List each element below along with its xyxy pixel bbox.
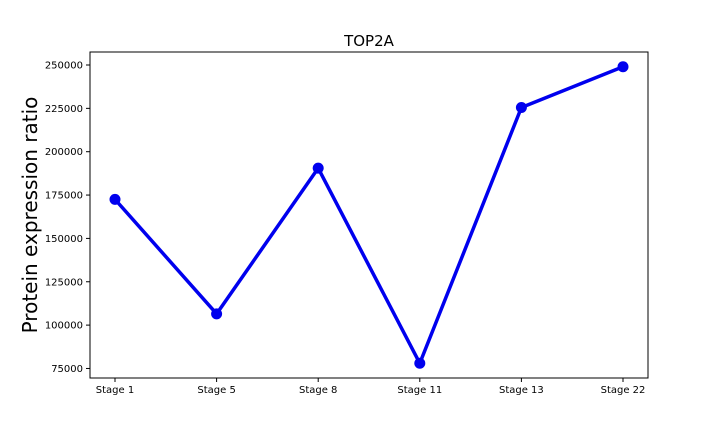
x-tick-label: Stage 22 [601, 385, 646, 396]
y-axis-label: Protein expression ratio [18, 97, 42, 334]
series-line [113, 65, 624, 366]
data-point [515, 101, 527, 113]
y-axis-ticks: 75000 100000 125000 150000 175000 200000 22500… [45, 61, 90, 375]
y-tick-label: 150000 [45, 234, 83, 245]
series-layer [109, 61, 629, 369]
x-tick-label: Stage 8 [299, 385, 337, 396]
data-point [414, 357, 426, 369]
data-point [211, 308, 223, 320]
data-point [617, 61, 629, 73]
data-point [109, 193, 121, 205]
y-tick-label: 225000 [45, 104, 83, 115]
plot-area-frame [89, 51, 649, 379]
y-tick-label: 75000 [51, 364, 83, 375]
x-tick-label: Stage 1 [96, 385, 134, 396]
y-tick-label: 200000 [45, 147, 83, 158]
y-tick-label: 100000 [45, 321, 83, 332]
y-tick-label: 125000 [45, 277, 83, 288]
y-tick-label: 250000 [45, 61, 83, 72]
x-tick-label: Stage 11 [397, 385, 442, 396]
chart-title: TOP2A [343, 32, 395, 50]
data-point [312, 162, 324, 174]
y-tick-label: 175000 [45, 191, 83, 202]
x-tick-label: Stage 13 [499, 385, 544, 396]
x-tick-label: Stage 5 [197, 385, 235, 396]
x-axis-ticks: Stage 1 Stage 5 Stage 8 Stage 11 Stage 13 Sta… [96, 378, 646, 396]
